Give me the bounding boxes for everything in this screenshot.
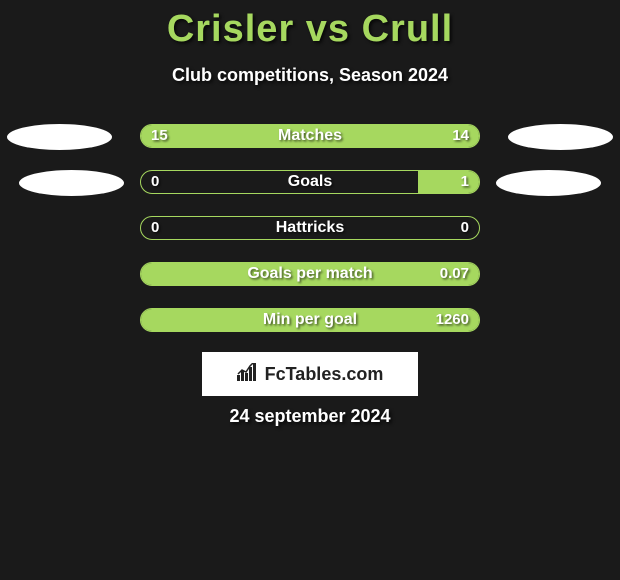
stat-bar: Hattricks0 0	[140, 216, 480, 240]
stat-row: Matches15 14	[0, 124, 620, 170]
page-title: Crisler vs Crull	[0, 0, 620, 51]
stat-label: Hattricks	[141, 217, 479, 239]
stat-row: Hattricks0 0	[0, 216, 620, 262]
stat-bar: Goals per match0.07	[140, 262, 480, 286]
bars-icon	[237, 363, 259, 386]
credit-badge[interactable]: FcTables.com	[202, 352, 418, 396]
stat-value-right: 1	[461, 171, 469, 193]
stat-value-right: 0.07	[440, 263, 469, 285]
stat-value-left: 15	[151, 125, 168, 147]
stat-rows: Matches1514Goals01Hattricks00Goals per m…	[0, 124, 620, 354]
stat-label: Goals	[141, 171, 479, 193]
stat-row: Goals per match0.07	[0, 262, 620, 308]
comparison-card: Crisler vs Crull Club competitions, Seas…	[0, 0, 620, 580]
left-ellipse	[19, 170, 124, 196]
date-text: 24 september 2024	[0, 406, 620, 427]
stat-label: Goals per match	[141, 263, 479, 285]
stat-row: Min per goal1260	[0, 308, 620, 354]
right-ellipse	[496, 170, 601, 196]
credit-text: FcTables.com	[265, 364, 384, 385]
stat-label: Matches	[141, 125, 479, 147]
stat-value-right: 0	[461, 217, 469, 239]
page-subtitle: Club competitions, Season 2024	[0, 65, 620, 86]
stat-bar: Matches15 14	[140, 124, 480, 148]
stat-value-right: 14	[452, 125, 469, 147]
stat-label: Min per goal	[141, 309, 479, 331]
left-ellipse	[7, 124, 112, 150]
stat-value-right: 1260	[436, 309, 469, 331]
right-ellipse	[508, 124, 613, 150]
stat-value-left: 0	[151, 217, 159, 239]
stat-bar: Min per goal1260	[140, 308, 480, 332]
stat-bar: Goals0 1	[140, 170, 480, 194]
stat-row: Goals0 1	[0, 170, 620, 216]
stat-value-left: 0	[151, 171, 159, 193]
